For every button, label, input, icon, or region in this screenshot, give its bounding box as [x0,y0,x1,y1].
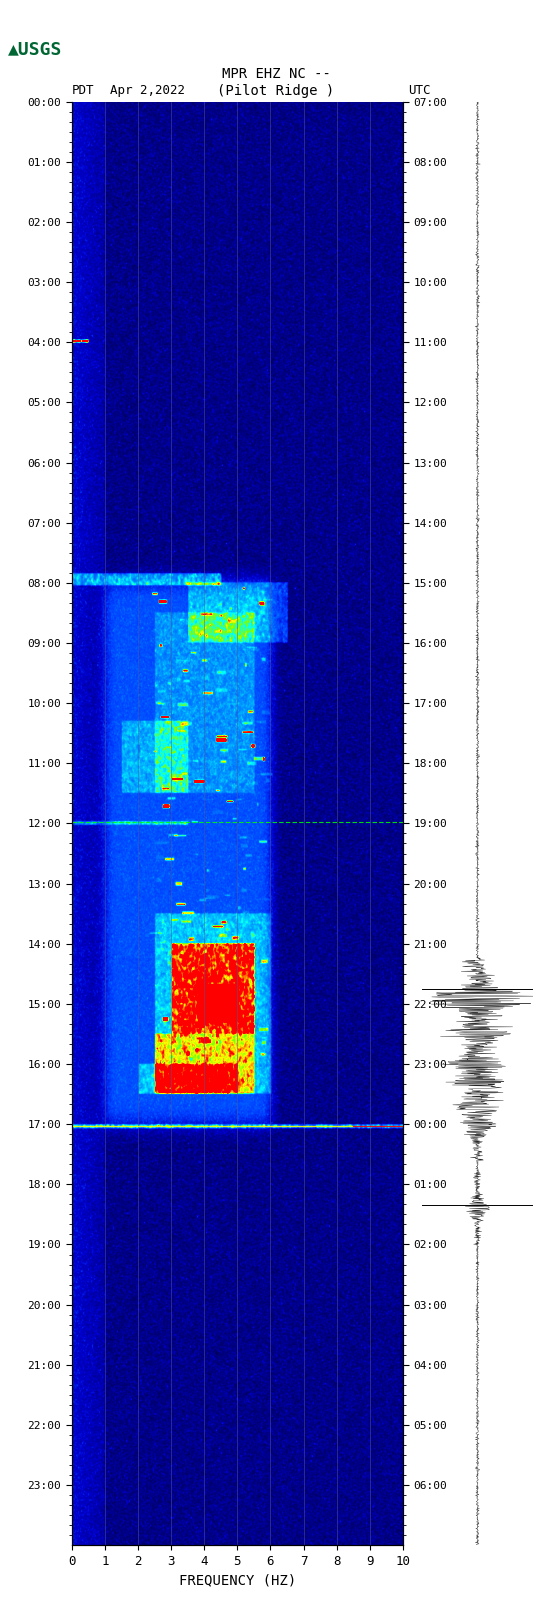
Text: ▲USGS: ▲USGS [8,40,63,58]
Text: Apr 2,2022: Apr 2,2022 [110,84,185,97]
X-axis label: FREQUENCY (HZ): FREQUENCY (HZ) [179,1574,296,1587]
Text: UTC: UTC [408,84,431,97]
Text: MPR EHZ NC --: MPR EHZ NC -- [221,66,331,81]
Text: PDT: PDT [72,84,94,97]
Text: (Pilot Ridge ): (Pilot Ridge ) [217,84,335,98]
